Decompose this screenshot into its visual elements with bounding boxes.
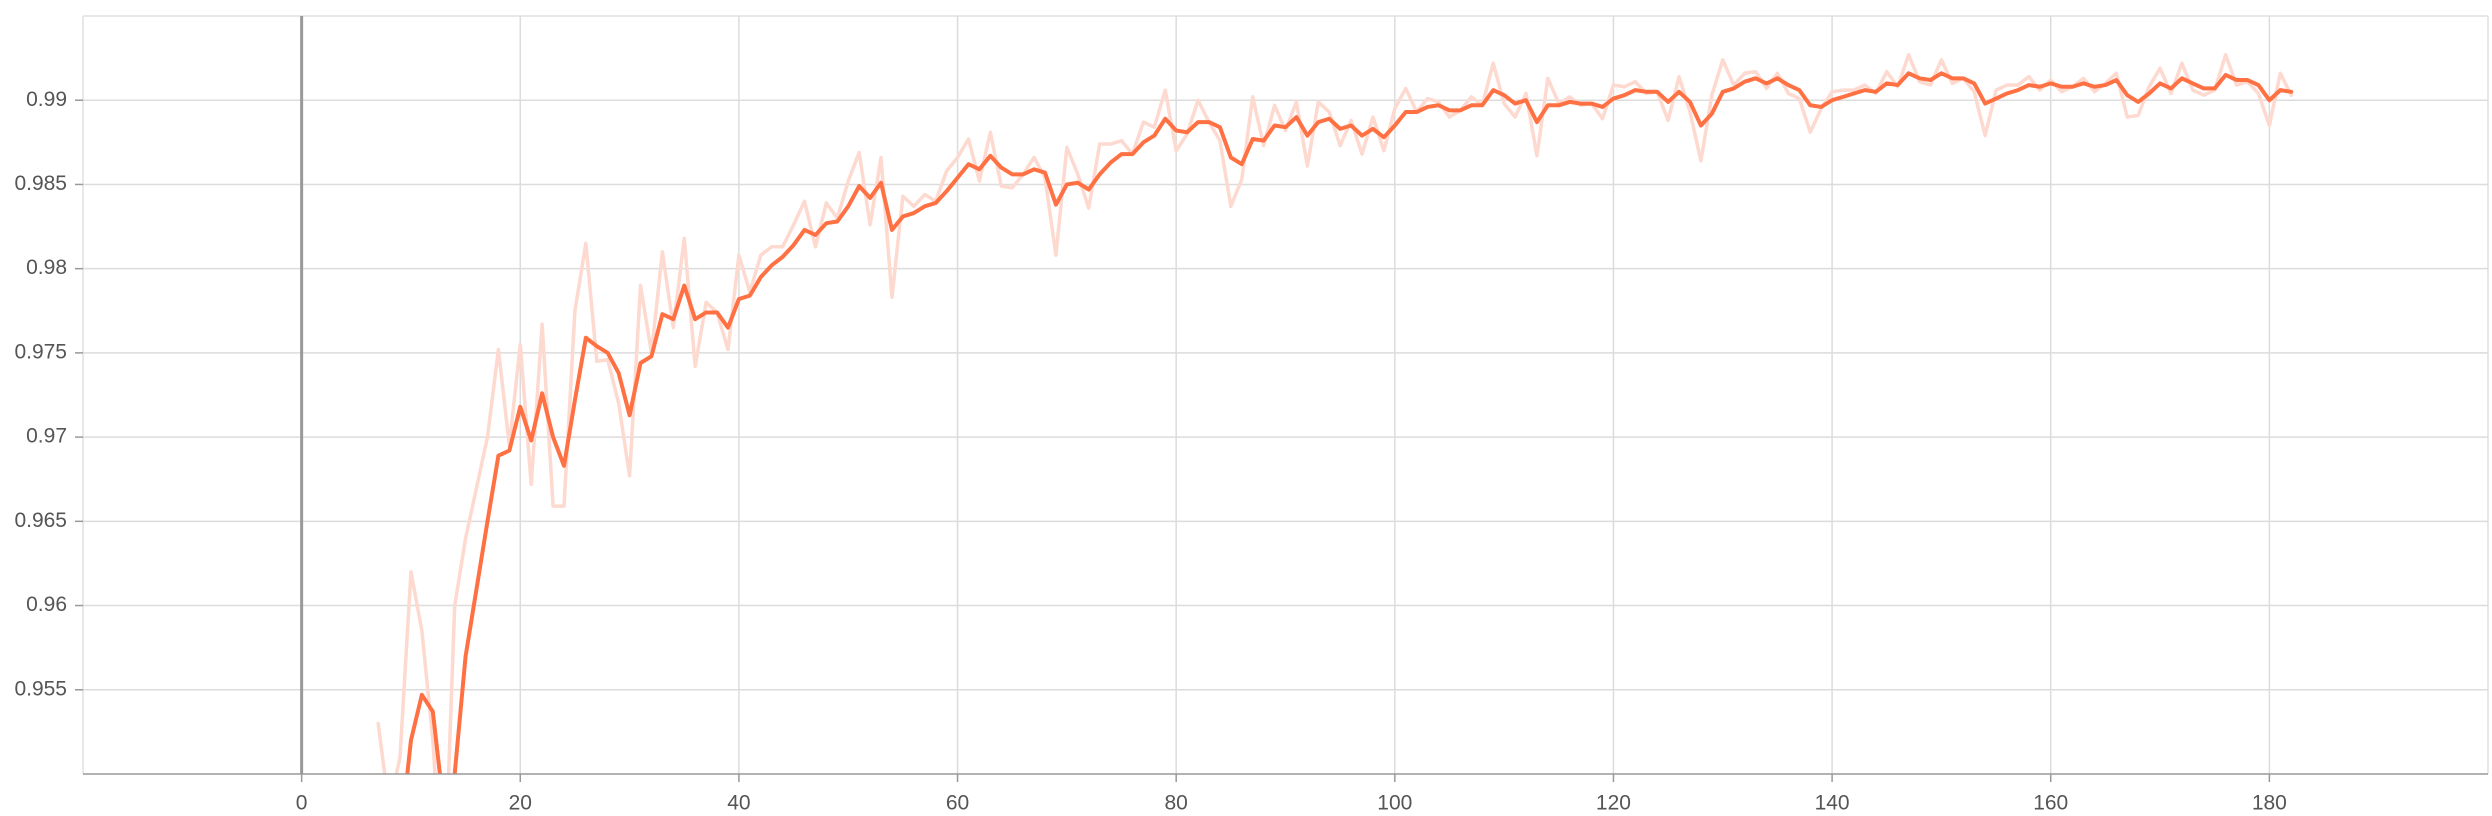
x-tick-label: 20 [509, 792, 532, 815]
y-tick-label: 0.965 [14, 509, 67, 532]
series-line [376, 52, 2293, 774]
x-tick-label: 140 [1815, 792, 1850, 815]
y-tick-label: 0.975 [14, 340, 67, 363]
x-tick-label: 60 [946, 792, 969, 815]
y-tick-label: 0.99 [26, 88, 67, 111]
x-tick-label: 80 [1165, 792, 1188, 815]
x-tick-label: 180 [2252, 792, 2287, 815]
series-line [405, 71, 2294, 774]
x-tick-label: 40 [727, 792, 750, 815]
x-tick-label: 120 [1596, 792, 1631, 815]
y-tick-label: 0.98 [26, 256, 67, 279]
x-tick-label: 160 [2033, 792, 2068, 815]
axes: 0.955 0.96 0.965 0.97 0.975 0.98 0.985 0.99 0 20 4… [14, 88, 2488, 815]
y-tick-label: 0.985 [14, 172, 67, 195]
grid [82, 15, 2489, 774]
y-tick-label: 0.955 [14, 677, 67, 700]
y-tick-label: 0.96 [26, 593, 67, 616]
x-tick-label: 100 [1377, 792, 1412, 815]
y-tick-label: 0.97 [26, 425, 67, 448]
x-tick-label: 0 [296, 792, 308, 815]
plot-area [376, 52, 2294, 774]
